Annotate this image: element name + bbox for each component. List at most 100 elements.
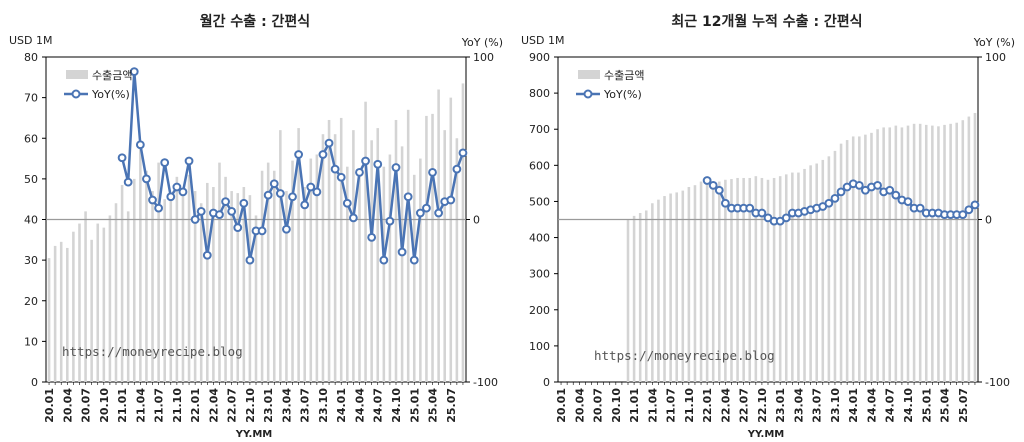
x-tick-label: 22.10	[244, 388, 257, 423]
yoy-point	[275, 189, 285, 198]
yoy-point	[227, 206, 237, 216]
export-bar	[266, 162, 270, 382]
export-bar	[851, 136, 855, 382]
yoy-point	[117, 153, 127, 163]
export-bar	[833, 150, 837, 382]
export-bar	[400, 146, 404, 383]
export-bar	[663, 196, 666, 382]
export-bar	[675, 192, 678, 382]
y-tick-label: 20	[24, 295, 38, 308]
right-axis-unit: YoY (%)	[461, 36, 503, 49]
export-bar	[797, 172, 800, 382]
yoy-point	[196, 206, 206, 216]
export-bar	[272, 170, 276, 382]
export-bar	[754, 176, 758, 382]
export-bar	[370, 140, 373, 382]
x-tick-label: 23.10	[317, 388, 330, 423]
yoy-point	[885, 185, 895, 195]
yoy-point	[379, 255, 389, 265]
yoy-point	[184, 156, 194, 166]
export-bar	[163, 199, 166, 382]
export-bar	[169, 195, 173, 382]
export-bar	[382, 166, 386, 382]
x-tick-label: 23.04	[792, 388, 805, 423]
export-bar	[242, 187, 246, 382]
export-bar	[47, 258, 51, 382]
x-tick-label: 21.04	[646, 388, 659, 423]
y-tick-label: 0	[543, 376, 550, 389]
legend-bar-swatch	[66, 70, 88, 79]
export-bar	[724, 179, 727, 382]
yoy-point	[714, 185, 724, 195]
x-axis-label: YY.MM	[235, 429, 273, 440]
legend: 수출금액 YoY(%)	[576, 69, 644, 101]
export-bar	[711, 181, 715, 382]
export-bar	[845, 140, 849, 382]
x-tick-label: 22.07	[226, 388, 239, 423]
x-tick-label: 22.04	[207, 388, 220, 423]
export-bar	[638, 213, 642, 382]
export-bar	[157, 162, 160, 382]
yoy-point	[409, 255, 419, 265]
y-tick-label: 600	[529, 159, 550, 172]
export-bar	[632, 215, 636, 382]
x-tick-label: 21.07	[153, 388, 166, 423]
export-bar	[90, 239, 93, 382]
legend-line-label: YoY(%)	[603, 88, 642, 101]
yoy-point	[306, 182, 316, 192]
export-bar	[864, 134, 867, 382]
export-bar	[772, 177, 776, 382]
export-bar	[809, 165, 812, 382]
x-tick-label: 21.04	[134, 388, 147, 423]
y-tick-label: 400	[529, 232, 550, 245]
yoy-point	[452, 164, 462, 174]
yoy-point	[836, 187, 846, 197]
yoy-point	[891, 190, 901, 200]
export-bar	[626, 219, 630, 382]
x-tick-label: 22.01	[701, 388, 714, 423]
y-tick-label: 70	[24, 92, 38, 105]
export-bar	[53, 245, 57, 382]
export-bar	[303, 187, 306, 382]
watermark: https://moneyrecipe.blog	[62, 344, 243, 359]
yoy-point	[720, 198, 730, 208]
yoy-point	[702, 176, 712, 185]
x-tick-label: 23.07	[811, 388, 824, 423]
export-bar	[59, 241, 63, 382]
y-tick-label: 300	[529, 268, 550, 281]
export-bar	[66, 247, 69, 382]
export-bar	[906, 125, 910, 383]
x-tick-label: 22.04	[719, 388, 732, 423]
yoy-point	[202, 250, 212, 260]
yoy-point	[745, 203, 755, 213]
legend-bar-label: 수출금액	[604, 69, 644, 82]
export-bar	[230, 191, 233, 382]
legend-line-marker	[71, 89, 81, 99]
legend-bar-label: 수출금액	[92, 69, 132, 82]
yoy-point	[245, 255, 255, 265]
export-bar	[815, 163, 818, 382]
x-tick-label: 24.07	[884, 388, 897, 423]
export-bar	[839, 143, 843, 382]
yoy-point	[446, 195, 456, 205]
y-tick-label: 700	[529, 123, 550, 136]
export-bar	[443, 130, 446, 383]
x-tick-label: 24.07	[372, 388, 385, 423]
export-bar	[102, 227, 106, 383]
export-bar	[803, 168, 806, 382]
export-bar	[961, 120, 965, 382]
x-tick-label: 24.10	[390, 388, 403, 423]
yoy-point	[355, 167, 364, 177]
yoy-point	[824, 198, 834, 208]
x-tick-label: 25.04	[939, 388, 952, 423]
export-bar	[193, 191, 197, 382]
export-bar	[791, 172, 794, 382]
export-bar	[924, 124, 928, 382]
export-bar	[912, 123, 916, 382]
export-bar	[346, 166, 349, 382]
export-bar	[718, 181, 721, 382]
yoy-point	[385, 216, 395, 226]
export-bar	[651, 203, 654, 382]
x-tick-label: 20.01	[43, 388, 56, 423]
yoy-point	[263, 190, 273, 200]
